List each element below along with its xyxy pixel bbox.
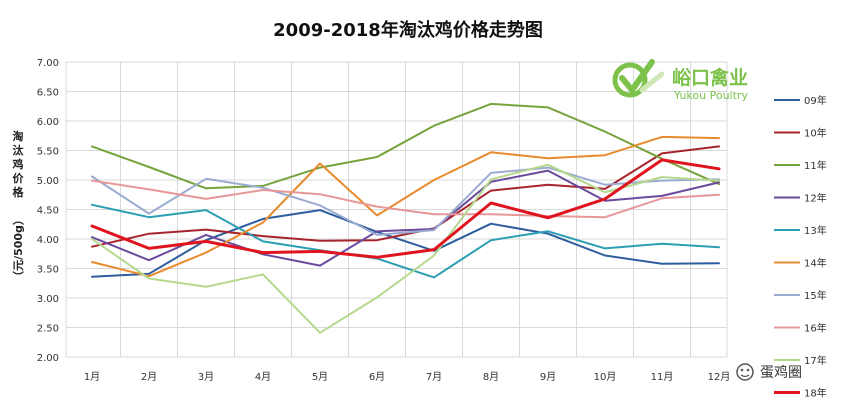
x-tick-label: 3月 (198, 371, 214, 383)
y-tick-label: 3.50 (37, 265, 59, 276)
x-tick-label: 4月 (255, 371, 271, 383)
y-tick-label: 4.00 (37, 235, 59, 246)
y-axis-label-char: 淘 (13, 129, 24, 143)
brand-name: 峪口禽业 (672, 66, 748, 89)
y-axis-ticks: 7.00 6.50 6.00 5.50 5.00 4.50 4.00 3.50 3.00 2.50… (37, 58, 59, 364)
y-tick-label: 6.50 (37, 88, 59, 99)
y-tick-label: 3.00 (37, 294, 59, 305)
y-axis-label-char: 价 (13, 172, 25, 185)
brand-mark-icon (612, 59, 665, 98)
series-line-18年 (90, 158, 721, 259)
x-tick-label: 7月 (426, 371, 442, 383)
series-line-12年 (91, 169, 720, 267)
x-tick-label: 9月 (540, 371, 556, 383)
legend-label: 12年 (804, 192, 827, 205)
series-lines (90, 102, 721, 334)
legend-label: 14年 (804, 257, 827, 270)
y-axis-label: 淘汰鸡价格 （元/500g） (12, 129, 26, 282)
legend-label: 13年 (804, 224, 827, 237)
series-line-17年 (91, 163, 720, 334)
x-axis-ticks: 1月 2月 3月 4月 5月 6月 7月 8月 9月 10月 11月 12月 (84, 371, 731, 383)
y-tick-label: 2.50 (37, 324, 59, 335)
x-tick-label: 6月 (369, 371, 385, 383)
x-tick-label: 12月 (708, 371, 731, 383)
series-line-16年 (91, 179, 720, 219)
series-line-15年 (91, 166, 720, 236)
x-tick-label: 11月 (651, 371, 674, 383)
chart-title: 2009-2018年淘汰鸡价格走势图 (273, 19, 543, 41)
series-line-09年 (91, 209, 720, 278)
x-tick-label: 10月 (594, 371, 617, 383)
x-tick-label: 1月 (84, 371, 100, 383)
legend-label: 09年 (804, 94, 827, 107)
legend-label: 18年 (804, 387, 827, 400)
x-tick-label: 5月 (312, 371, 328, 383)
y-axis-label-char: 鸡 (12, 157, 24, 171)
legend-label: 16年 (804, 322, 827, 335)
y-tick-label: 5.50 (37, 147, 59, 158)
series-line-10年 (91, 145, 720, 248)
y-tick-label: 2.00 (37, 353, 59, 364)
x-tick-label: 2月 (141, 371, 157, 383)
wechat-icon (736, 363, 754, 381)
y-axis-label-char: 汰 (13, 143, 25, 157)
watermark: 蛋鸡圈 (736, 363, 802, 381)
legend-label: 10年 (804, 127, 827, 140)
y-axis-label-unit: （元/500g） (12, 214, 25, 282)
brand-logo: 峪口禽业 Yukou Poultry (612, 59, 748, 102)
series-line-14年 (91, 135, 720, 278)
watermark-text: 蛋鸡圈 (760, 364, 802, 381)
legend-label: 17年 (804, 354, 827, 367)
series-line-13年 (91, 203, 720, 279)
legend-label: 11年 (804, 159, 827, 172)
y-tick-label: 6.00 (37, 117, 59, 128)
y-tick-label: 5.00 (37, 176, 59, 187)
legend: 09年 10年 11年 12年 13年 14年 15年 16年 17年 18年 (774, 94, 827, 400)
x-tick-label: 8月 (483, 371, 499, 383)
y-axis-label-char: 格 (13, 185, 25, 199)
y-tick-label: 7.00 (37, 58, 59, 69)
legend-label: 15年 (804, 289, 827, 302)
y-tick-label: 4.50 (37, 206, 59, 217)
brand-name-en: Yukou Poultry (673, 89, 748, 102)
